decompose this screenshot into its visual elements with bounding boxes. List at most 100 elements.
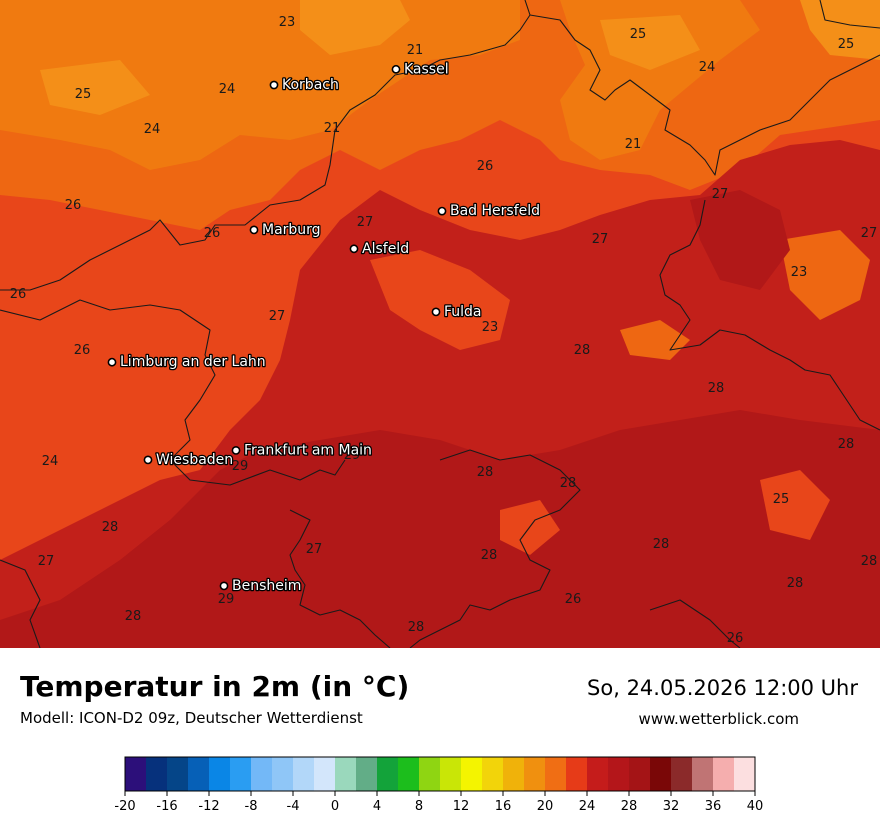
scale-ticks: -20 -16 -12 -8 -4 0 4 8 12 16 20 24 28 32 36 40 [114, 791, 763, 814]
scale-swatch [209, 757, 231, 791]
temperature-label: 23 [482, 320, 499, 335]
field-zone-north-cool [0, 0, 520, 170]
city-label: Limburg an der Lahn [120, 354, 266, 370]
city-markers: Korbach Kassel Bad Hersfeld Marburg Alsfeld F… [107, 60, 541, 595]
scale-tick-label: 36 [705, 799, 722, 814]
scale-swatch [503, 757, 525, 791]
scale-frame [124, 756, 756, 792]
field-zone-light-3 [600, 15, 700, 70]
scale-tick-label: 0 [331, 799, 339, 814]
city-dot [231, 445, 241, 455]
temperature-label: 21 [407, 43, 424, 58]
scale-swatch [545, 757, 567, 791]
temperature-label: 26 [477, 159, 494, 174]
border-north-east [0, 0, 531, 291]
city-dot [107, 357, 117, 367]
field-zone-east-warm-pocket [780, 230, 870, 320]
temperature-label: 28 [560, 476, 577, 491]
city-kassel: Kassel [391, 60, 450, 79]
border-south-west [289, 509, 391, 648]
forecast-datetime: So, 24.05.2026 12:00 Uhr [587, 676, 858, 700]
scale-swatch [461, 757, 483, 791]
scale-swatch [314, 757, 336, 791]
scale-swatch [608, 757, 630, 791]
map-title: Temperatur in 2m (in °C) [20, 670, 410, 703]
city-alsfeld: Alsfeld [349, 240, 410, 258]
model-info: Modell: ICON-D2 09z, Deutscher Wetterdie… [20, 709, 363, 727]
field-zone-south-hottest [0, 410, 880, 648]
scale-swatch [566, 757, 588, 791]
scale-tick-label: 28 [621, 799, 638, 814]
city-marburg: Marburg [249, 221, 322, 239]
temperature-label: 27 [592, 232, 609, 247]
city-dot [391, 64, 401, 74]
temperature-label: 21 [324, 121, 341, 136]
border-northeast-corner [819, 0, 880, 29]
footer [0, 648, 880, 830]
city-dot [269, 80, 279, 90]
temperature-label: 24 [219, 82, 236, 97]
city-label: Frankfurt am Main [244, 442, 372, 458]
scale-swatch [650, 757, 672, 791]
city-label: Kassel [404, 61, 449, 77]
temperature-label: 25 [773, 492, 790, 507]
temperature-field [0, 0, 880, 648]
scale-swatch [230, 757, 252, 791]
temperature-label: 23 [279, 15, 296, 30]
scale-swatch [524, 757, 546, 791]
scale-swatch [419, 757, 441, 791]
temperature-labels: 23 21 25 25 24 25 24 24 21 21 26 27 26 26 27 27 27 23 26 27… [10, 15, 878, 646]
field-zone-light-2 [40, 60, 150, 115]
scale-tick-label: -20 [114, 799, 135, 814]
scale-tick-label: 12 [453, 799, 470, 814]
field-zone-east-hot-pocket [690, 190, 790, 290]
scale-swatch [629, 757, 651, 791]
temperature-label: 24 [699, 60, 716, 75]
website-link[interactable]: www.wetterblick.com [638, 710, 799, 728]
temperature-label: 26 [65, 198, 82, 213]
city-limburg-an-der-lahn: Limburg an der Lahn [107, 353, 267, 372]
scale-swatch [692, 757, 714, 791]
city-bensheim: Bensheim [219, 577, 303, 595]
temperature-label: 25 [630, 27, 647, 42]
scale-tick-label: 32 [663, 799, 680, 814]
city-label: Alsfeld [362, 241, 409, 257]
temperature-label: 28 [481, 548, 498, 563]
temperature-label: 28 [708, 381, 725, 396]
temperature-label: 25 [838, 37, 855, 52]
temperature-label: 28 [574, 343, 591, 358]
temperature-label: 28 [787, 576, 804, 591]
temperature-label: 24 [42, 454, 59, 469]
border-southwest-rhine [0, 299, 346, 486]
border-southeast [649, 599, 741, 648]
scale-tick-label: -12 [198, 799, 219, 814]
city-label: Bad Hersfeld [450, 203, 540, 219]
city-frankfurt-am-main: Frankfurt am Main [231, 441, 373, 460]
temperature-label: 27 [357, 215, 374, 230]
city-dot [249, 225, 259, 235]
temperature-label: 26 [204, 226, 221, 241]
city-label: Wiesbaden [156, 452, 233, 468]
scale-tick-label: 4 [373, 799, 381, 814]
scale-swatch [188, 757, 210, 791]
temperature-label: 25 [75, 87, 92, 102]
scale-swatch [440, 757, 462, 791]
temperature-label: 27 [712, 187, 729, 202]
scale-swatch [587, 757, 609, 791]
temperature-map: 23 21 25 25 24 25 24 24 21 21 26 27 26 26 27 27 27 23 26 27… [0, 0, 880, 648]
scale-swatch [335, 757, 357, 791]
city-fulda: Fulda [431, 303, 483, 321]
temperature-label: 28 [838, 437, 855, 452]
city-wiesbaden: Wiesbaden [143, 451, 234, 469]
temperature-label: 26 [727, 631, 744, 646]
scale-tick-label: -4 [287, 799, 300, 814]
scale-tick-label: 40 [747, 799, 764, 814]
scale-tick-label: 20 [537, 799, 554, 814]
temperature-label: 29 [344, 448, 361, 463]
temperature-label: 27 [861, 226, 878, 241]
border-southwest-corner [0, 559, 41, 648]
field-zone-light-1 [300, 0, 410, 55]
scale-swatch [713, 757, 735, 791]
city-dot [349, 244, 359, 254]
scale-swatch [146, 757, 168, 791]
